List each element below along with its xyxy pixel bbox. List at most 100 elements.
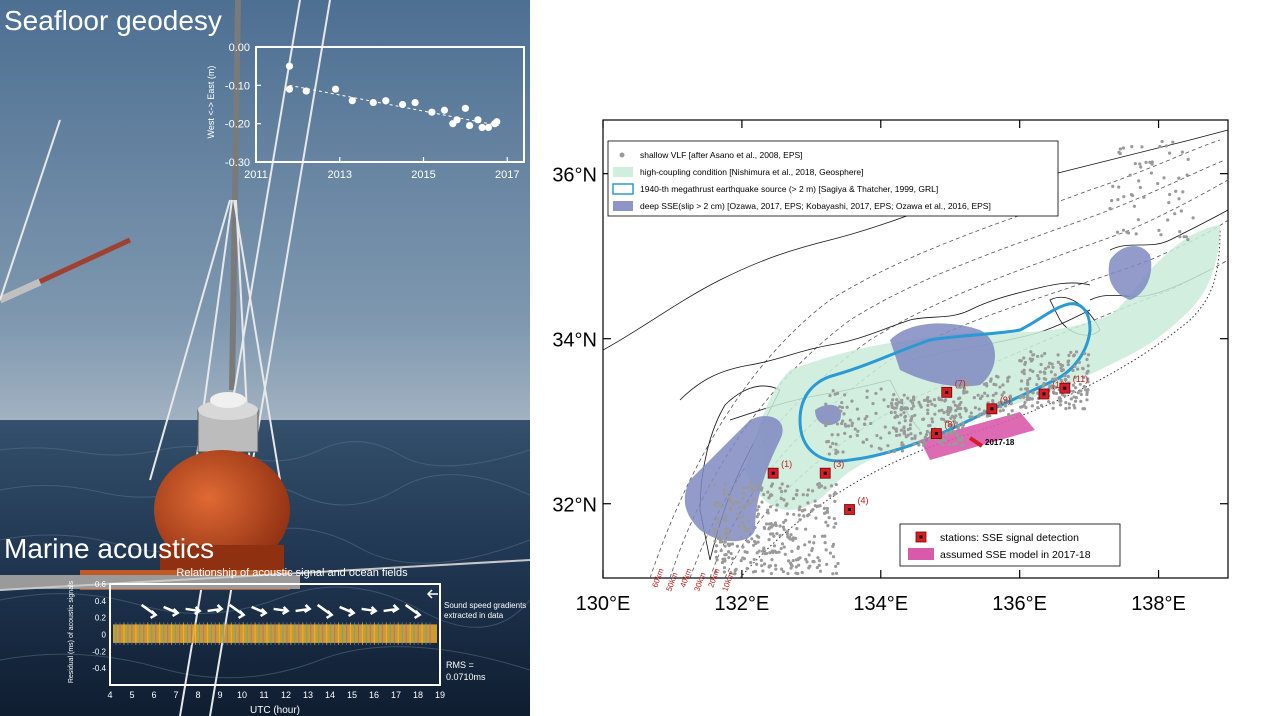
- rms-value: 0.0710ms: [446, 672, 486, 682]
- vlf-dot: [997, 401, 1001, 405]
- vlf-dot: [770, 549, 774, 553]
- vlf-dot: [737, 524, 741, 528]
- vlf-dot: [964, 408, 968, 412]
- vlf-dot: [962, 377, 966, 381]
- legend-swatch-megathrust: [612, 183, 634, 195]
- vlf-dot: [1041, 384, 1046, 388]
- vlf-dot: [1136, 218, 1140, 222]
- vlf-dot: [727, 490, 731, 494]
- vlf-dot: [774, 567, 778, 571]
- vlf-dot: [959, 415, 963, 419]
- vlf-dot: [1051, 406, 1055, 410]
- vlf-dot: [824, 520, 828, 524]
- vlf-dot: [733, 568, 737, 573]
- vlf-dot: [903, 406, 907, 410]
- vlf-dot: [759, 488, 763, 492]
- vlf-dot: [1060, 393, 1065, 397]
- vlf-dot: [717, 500, 722, 504]
- vlf-dot: [965, 383, 969, 387]
- vlf-dot: [1051, 365, 1055, 369]
- vlf-dot: [902, 431, 906, 435]
- vlf-dot: [1071, 389, 1075, 394]
- vlf-dot: [746, 502, 750, 506]
- vlf-dot: [1167, 200, 1171, 205]
- vlf-dot: [991, 393, 995, 397]
- vlf-dot: [955, 432, 959, 436]
- vlf-dot: [745, 485, 750, 489]
- vlf-dot: [996, 375, 1000, 379]
- vlf-dot: [1026, 381, 1030, 386]
- vlf-dot: [1066, 363, 1070, 367]
- vlf-dot: [980, 394, 984, 398]
- vlf-dot: [1022, 368, 1026, 372]
- vlf-dot: [1060, 364, 1065, 368]
- vlf-dot: [1137, 179, 1141, 183]
- vlf-dot: [767, 564, 771, 568]
- vlf-dot: [739, 536, 743, 540]
- vlf-dot: [713, 503, 717, 507]
- vlf-dot: [1122, 195, 1126, 199]
- vlf-dot: [1003, 404, 1008, 408]
- station-marker-center: [934, 432, 938, 436]
- vlf-dot: [1130, 193, 1135, 198]
- vlf-dot: [805, 560, 809, 564]
- vlf-dot: [742, 506, 746, 510]
- vlf-dot: [957, 424, 961, 428]
- vlf-dot: [795, 488, 799, 493]
- vlf-dot: [946, 411, 950, 415]
- vlf-dot: [1132, 204, 1137, 208]
- vlf-dot: [731, 557, 735, 561]
- vlf-dot: [1008, 394, 1013, 398]
- vlf-dot: [1022, 403, 1026, 408]
- vlf-dot: [900, 441, 904, 445]
- vlf-dot: [952, 419, 956, 423]
- vlf-dot: [923, 435, 927, 439]
- vlf-dot: [850, 399, 854, 403]
- vlf-dot: [736, 500, 740, 504]
- vlf-dot: [964, 390, 968, 394]
- sound-gradient-arrow-icon: [251, 605, 268, 618]
- vlf-dot: [823, 534, 827, 538]
- vlf-dot: [912, 404, 916, 408]
- vlf-dot: [714, 570, 718, 574]
- vlf-dot: [926, 411, 930, 416]
- vlf-dot: [789, 566, 793, 570]
- vlf-dot: [1028, 368, 1032, 372]
- station-label: (1): [781, 459, 792, 469]
- vlf-dot: [727, 556, 731, 560]
- vlf-dot: [827, 407, 831, 411]
- acoustics-xtick-label: 9: [217, 690, 222, 700]
- vlf-dot: [999, 405, 1003, 409]
- vlf-dot: [1058, 403, 1063, 407]
- vlf-dot: [766, 511, 770, 515]
- vlf-dot: [735, 512, 739, 516]
- vlf-dot: [798, 518, 802, 522]
- vlf-dot: [757, 505, 761, 509]
- vlf-dot: [792, 512, 796, 517]
- vlf-dot: [954, 409, 958, 413]
- vlf-dot: [818, 569, 823, 573]
- vlf-dot: [1115, 230, 1120, 234]
- vlf-dot: [816, 482, 820, 487]
- legend2-label: assumed SSE model in 2017-18: [940, 549, 1091, 561]
- vlf-dot: [1142, 195, 1146, 199]
- vlf-dot: [1069, 350, 1073, 354]
- vlf-dot: [1026, 394, 1030, 398]
- vlf-dot: [785, 532, 789, 536]
- vlf-dot: [777, 550, 781, 554]
- vlf-dot: [1074, 386, 1078, 390]
- sse-direction-arrow-icon: [968, 436, 984, 448]
- vlf-dot: [900, 398, 904, 402]
- vlf-dot: [806, 501, 810, 505]
- sound-gradient-arrow-icon: [273, 606, 290, 616]
- vlf-dot: [1010, 409, 1014, 413]
- vlf-dot: [1079, 392, 1083, 397]
- vlf-dot: [1086, 377, 1090, 381]
- vlf-dot: [1051, 401, 1055, 405]
- vlf-dot: [1159, 233, 1163, 237]
- vlf-dot: [910, 415, 914, 419]
- vlf-dot: [856, 429, 860, 433]
- vlf-dot: [771, 523, 775, 527]
- vlf-dot: [822, 506, 827, 510]
- vlf-dot: [805, 493, 810, 497]
